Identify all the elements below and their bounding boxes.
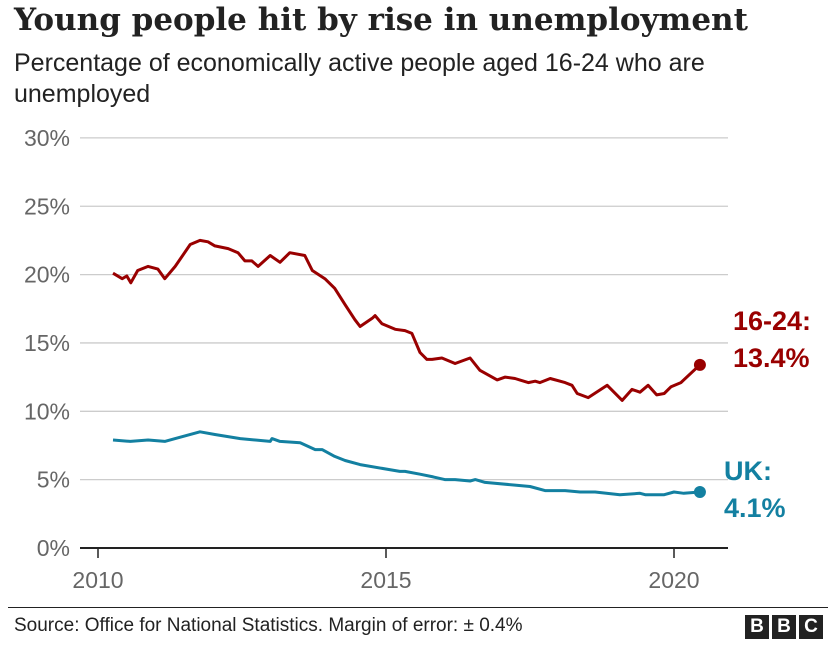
x-tick-label: 2015 xyxy=(360,567,411,593)
series-end-label: 16-24: xyxy=(733,306,811,336)
series-end-value: 13.4% xyxy=(733,343,810,373)
source-note: Source: Office for National Statistics. … xyxy=(14,615,523,636)
series-end-point xyxy=(693,485,706,498)
y-tick-label: 25% xyxy=(24,193,70,219)
series-end-value: 4.1% xyxy=(724,493,786,523)
chart-subtitle: Percentage of economically active people… xyxy=(14,49,705,108)
y-tick-label: 15% xyxy=(24,330,70,356)
bbc-logo-b1: B xyxy=(745,615,769,639)
chart-title: Young people hit by rise in unemployment xyxy=(14,2,748,38)
y-tick-label: 20% xyxy=(24,262,70,288)
y-tick-label: 0% xyxy=(37,535,70,561)
series-end-label: UK: xyxy=(724,456,772,486)
series-end-point xyxy=(693,358,706,371)
bbc-logo-c: C xyxy=(799,615,823,639)
footer-divider xyxy=(8,607,828,608)
series-line-16-24 xyxy=(112,238,701,402)
y-tick-label: 30% xyxy=(24,125,70,151)
x-tick-label: 2010 xyxy=(72,567,123,593)
bbc-logo-b2: B xyxy=(772,615,796,639)
bbc-logo: B B C xyxy=(745,615,823,639)
x-tick-label: 2020 xyxy=(648,567,699,593)
series-line-uk xyxy=(112,430,701,497)
y-tick-label: 5% xyxy=(37,467,70,493)
y-tick-label: 10% xyxy=(24,398,70,424)
